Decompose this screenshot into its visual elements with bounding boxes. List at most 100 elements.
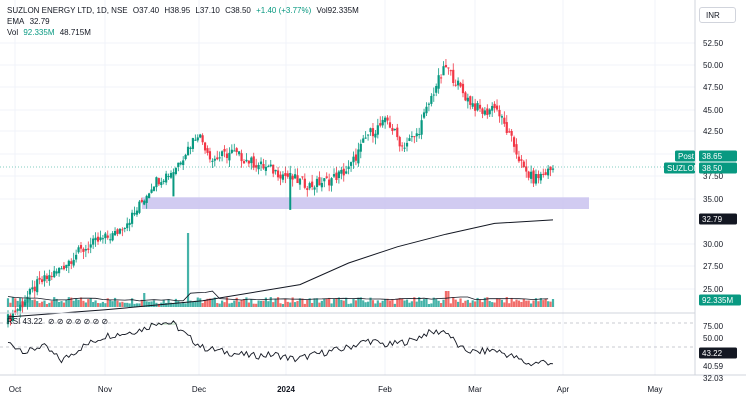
y-tick-label: 52.50: [703, 39, 724, 48]
candle-body: [508, 131, 511, 133]
candle-body: [55, 271, 58, 274]
x-axis-ticks: Oct Nov Dec 2024 Feb Mar Apr May: [9, 385, 663, 394]
candle-body: [345, 171, 348, 174]
volume-bar: [396, 298, 399, 307]
volume-bar: [43, 300, 46, 307]
volume-bar: [369, 297, 372, 307]
ema-legend[interactable]: EMA 32.79: [7, 17, 53, 27]
candle-body: [172, 172, 175, 174]
candle-body: [396, 127, 399, 138]
candle-body: [301, 176, 304, 178]
volume-bar: [420, 300, 423, 307]
volume-bar: [55, 298, 58, 307]
ema-label: EMA: [7, 17, 25, 26]
volume-bar: [471, 300, 474, 307]
y-tick-label: 47.50: [703, 83, 724, 92]
y-tick-label: 27.50: [703, 262, 724, 271]
candle-body: [425, 106, 428, 114]
candle-body: [143, 200, 146, 205]
rsi-tick-label: 40.59: [703, 362, 724, 371]
rsi-value-tag: [699, 347, 737, 359]
volume-legend[interactable]: Vol 92.335M 48.715M: [7, 28, 94, 38]
volume-bar: [357, 297, 360, 307]
rsi-label: RSI 43.22: [7, 317, 43, 326]
candle-body: [491, 105, 494, 111]
candle-body: [150, 189, 153, 193]
volume-bar: [384, 298, 387, 307]
candle-body: [388, 122, 392, 128]
candle-body: [544, 172, 547, 175]
volume-bar: [206, 298, 209, 307]
candle-body: [495, 105, 499, 110]
candle-body: [315, 178, 319, 188]
x-tick-label: Oct: [9, 385, 22, 394]
volume-bar: [255, 303, 258, 307]
volume-bar: [208, 298, 212, 307]
volume-bar: [449, 303, 452, 307]
volume-inline: Vol92.335M: [316, 6, 359, 15]
volume-bar: [549, 301, 552, 307]
volume-bar: [242, 298, 246, 307]
candle-body: [525, 166, 528, 172]
candle-body: [233, 150, 236, 152]
volume-bar: [189, 300, 192, 307]
candle-body: [381, 119, 384, 126]
candle-body: [474, 103, 477, 111]
volume-label: Vol: [7, 28, 19, 37]
candle-body: [328, 179, 331, 186]
candle-body: [133, 212, 136, 215]
candle-body: [376, 125, 379, 135]
volume-bar: [306, 300, 309, 307]
candle-body: [145, 195, 148, 203]
volume-bar: [106, 298, 109, 307]
volume-bar: [9, 302, 12, 307]
volume-bar: [430, 303, 433, 307]
volume-bar: [505, 297, 508, 307]
candle-body: [510, 130, 513, 136]
candle-body: [40, 279, 44, 283]
volume-bar: [391, 299, 394, 307]
volume-bar: [233, 300, 236, 307]
y-tick-label: 25.00: [703, 285, 724, 294]
y-tick-label: 42.50: [703, 127, 724, 136]
x-tick-label: Dec: [192, 385, 206, 394]
volume-bar: [328, 297, 331, 307]
candle-body: [444, 64, 448, 68]
candle-body: [532, 170, 535, 184]
candle-body: [79, 245, 83, 249]
candle-body: [199, 134, 202, 138]
volume-bar: [191, 301, 195, 307]
candle-body: [230, 149, 233, 153]
volume-bar: [19, 297, 22, 307]
volume-bar: [223, 302, 226, 307]
candle-body: [435, 86, 438, 93]
candle-body: [262, 163, 265, 169]
rsi-legend[interactable]: RSI 43.22 ⊘ ⊘ ⊘ ⊘ ⊘ ⊘ ⊘: [7, 317, 111, 327]
candle-body: [240, 153, 243, 162]
volume-bar: [359, 297, 362, 307]
volume-bar: [276, 297, 280, 307]
candle-body: [167, 176, 170, 178]
rsi-settings-icons[interactable]: ⊘ ⊘ ⊘ ⊘ ⊘ ⊘ ⊘: [47, 317, 109, 326]
candle-body: [87, 248, 90, 250]
candle-body: [340, 169, 343, 174]
candle-body: [352, 156, 355, 163]
volume-bar: [427, 303, 431, 307]
volume-bar: [289, 302, 292, 307]
volume-bar: [352, 299, 355, 307]
candle-body: [364, 137, 367, 139]
candle-body: [320, 182, 323, 188]
volume-bar: [408, 302, 411, 307]
volume-bar: [75, 298, 78, 307]
candle-body: [126, 223, 129, 229]
candle-body: [70, 261, 73, 264]
candle-body: [203, 142, 207, 151]
candle-body: [522, 161, 525, 168]
candle-body: [33, 286, 36, 292]
candle-body: [318, 177, 321, 186]
volume-bar: [405, 299, 409, 307]
candle-body: [221, 151, 224, 157]
volume-bar: [199, 298, 202, 307]
currency-button[interactable]: INR: [699, 7, 736, 23]
